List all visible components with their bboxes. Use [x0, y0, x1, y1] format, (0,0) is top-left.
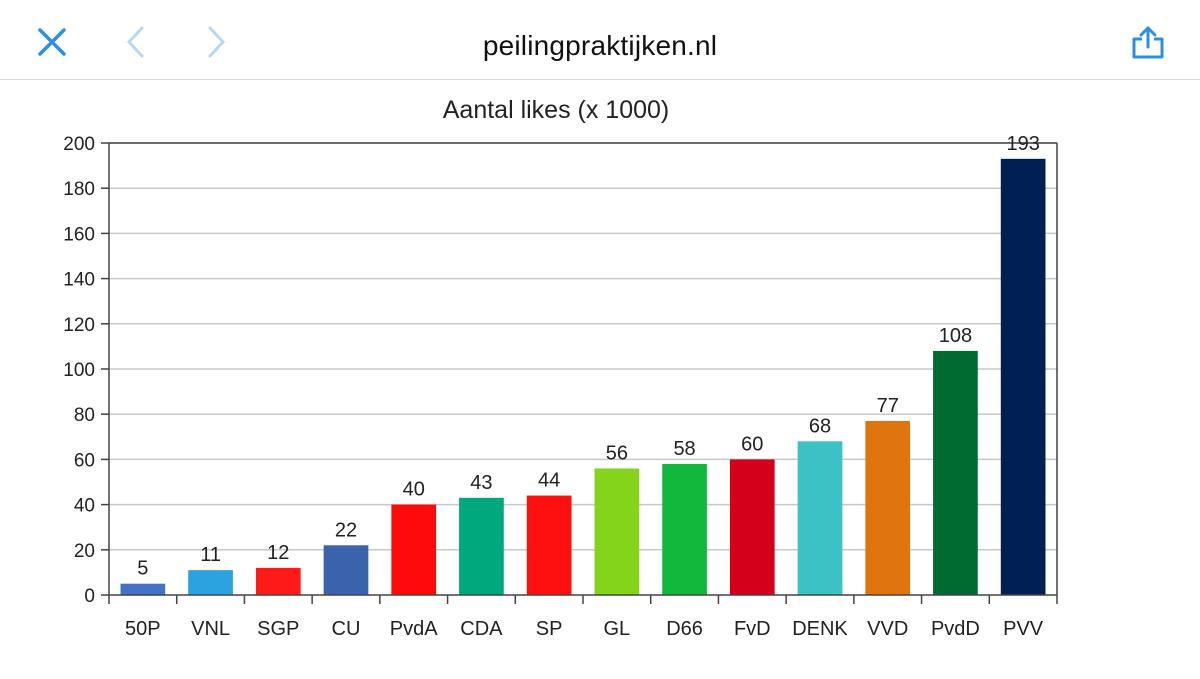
bars: [120, 158, 1046, 595]
x-tick-label: CU: [332, 618, 361, 640]
data-label: 77: [877, 395, 899, 417]
chart-area: Aantal likes (x 1000) 0 20 40 60 80 100 120 140…: [0, 80, 1200, 674]
x-tick-label: D66: [666, 618, 703, 640]
close-icon: [38, 28, 66, 56]
data-label: 108: [939, 325, 972, 347]
x-tick-label: SP: [536, 618, 563, 640]
x-tick-label: GL: [604, 618, 631, 640]
data-label: 43: [470, 472, 492, 494]
x-tick-label: FvD: [734, 618, 771, 640]
data-label: 22: [335, 519, 357, 541]
bar: [933, 350, 978, 595]
bar: [255, 567, 301, 595]
x-tick-label: SGP: [257, 618, 299, 640]
x-tick-label: VVD: [867, 618, 908, 640]
x-tick-label: PvdA: [390, 618, 438, 640]
y-tick-label: 60: [74, 450, 95, 471]
bar-chart: Aantal likes (x 1000) 0 20 40 60 80 100 120 140…: [63, 96, 1058, 640]
x-tick-label: DENK: [792, 618, 848, 640]
y-tick-labels: 0 20 40 60 80 100 120 140 160 180 200: [63, 134, 95, 607]
bar: [1000, 158, 1046, 595]
bar: [323, 545, 369, 595]
value-labels: 5 11 12 22 40 43 44 56 58 60 68 77 108 193: [137, 133, 1040, 580]
forward-button[interactable]: [196, 22, 236, 62]
x-tick-label: PvdD: [931, 618, 980, 640]
y-tick-label: 40: [74, 496, 95, 517]
bar: [594, 468, 640, 595]
data-label: 56: [606, 442, 628, 464]
bar: [459, 497, 504, 595]
data-label: 58: [673, 438, 695, 460]
y-tick-label: 0: [84, 586, 95, 607]
x-tick-labels: 50P VNL SGP CU PvdA CDA SP GL D66 FvD DENK VVD PvdD P…: [125, 618, 1044, 640]
bar: [662, 463, 707, 595]
bar: [120, 583, 166, 595]
share-button[interactable]: [1128, 22, 1168, 62]
x-tick-label: CDA: [460, 618, 503, 640]
data-label: 44: [538, 470, 560, 492]
y-tick-label: 80: [74, 405, 95, 426]
bar: [391, 504, 437, 595]
data-label: 11: [200, 544, 221, 566]
y-tick-label: 160: [63, 224, 95, 245]
x-tick-label: PVV: [1003, 618, 1044, 640]
bar: [865, 420, 911, 595]
x-tick-label: VNL: [191, 618, 230, 640]
bar: [526, 495, 572, 595]
bar: [188, 570, 233, 595]
chart-title: Aantal likes (x 1000): [443, 96, 670, 124]
data-label: 5: [137, 558, 148, 580]
y-tick-label: 100: [63, 360, 95, 381]
y-tick-label: 180: [63, 179, 95, 200]
chevron-left-icon: [127, 26, 144, 58]
y-tick-label: 20: [74, 541, 95, 562]
data-label: 12: [267, 542, 289, 564]
back-button[interactable]: [116, 22, 156, 62]
browser-toolbar: peilingpraktijken.nl: [0, 0, 1200, 80]
close-button[interactable]: [32, 22, 72, 62]
axes: [108, 142, 1058, 604]
bar: [729, 459, 775, 595]
data-label: 40: [403, 479, 425, 501]
gridlines: [101, 142, 1057, 596]
share-icon: [1132, 26, 1164, 59]
data-label: 60: [741, 433, 763, 455]
y-tick-label: 120: [63, 315, 95, 336]
chevron-right-icon: [208, 26, 225, 58]
bar: [797, 441, 843, 595]
y-tick-label: 200: [63, 134, 95, 155]
x-tick-label: 50P: [125, 618, 161, 640]
y-tick-label: 140: [63, 270, 95, 291]
data-label: 68: [809, 415, 831, 437]
data-label: 193: [1006, 133, 1039, 155]
page-title: peilingpraktijken.nl: [482, 30, 718, 61]
